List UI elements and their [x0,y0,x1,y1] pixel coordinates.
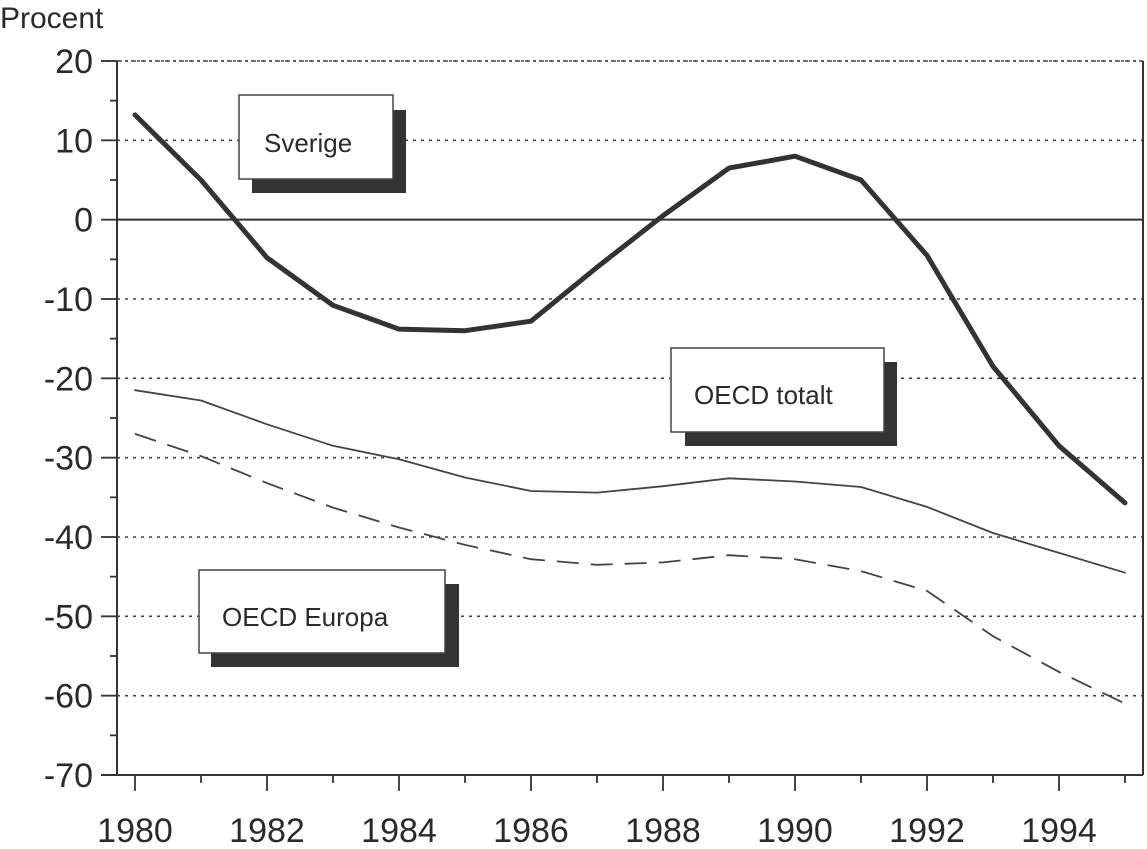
x-tick-label: 1992 [889,812,965,849]
series-line-oecd-europa [134,433,1126,705]
y-tick-label: -70 [44,757,93,795]
x-tick-label: 1988 [625,812,701,849]
series-line-sverige [132,112,1128,506]
label-box [198,569,446,654]
x-tick-label: 1984 [361,812,437,849]
legend-label-sverige: Sverige [264,128,352,158]
y-ticks: 20 10 0 -10 -20 -30 -40 -50 -60 -70 [44,43,117,795]
y-tick-label: 10 [55,122,93,160]
series-lines [132,112,1128,705]
y-tick-label: -30 [44,440,93,478]
x-tick-label: 1990 [757,812,833,849]
label-box [670,347,885,433]
y-axis-label: Procent [0,2,104,35]
y-tick-label: 20 [55,43,93,81]
y-tick-label: -50 [44,598,93,636]
label-box-sverige: Sverige [238,94,406,193]
x-tick-label: 1994 [1021,812,1097,849]
y-tick-label: -60 [44,678,93,716]
x-tick-label: 1980 [97,812,173,849]
x-ticks: 1980 1982 1984 1986 1988 1990 1992 1994 [97,775,1126,849]
legend-label-oecd-europa: OECD Europa [222,602,389,632]
y-tick-label: -10 [44,281,93,319]
y-tick-label: 0 [74,202,93,240]
label-box-oecd-totalt: OECD totalt [670,347,897,446]
y-tick-label: -40 [44,519,93,557]
label-box [238,94,394,180]
label-box-oecd-europa: OECD Europa [198,569,459,667]
y-tick-label: -20 [44,360,93,398]
x-tick-label: 1982 [229,812,305,849]
series-line-oecd-totalt [134,389,1126,574]
x-tick-label: 1986 [493,812,569,849]
legend-label-oecd-totalt: OECD totalt [694,380,833,410]
